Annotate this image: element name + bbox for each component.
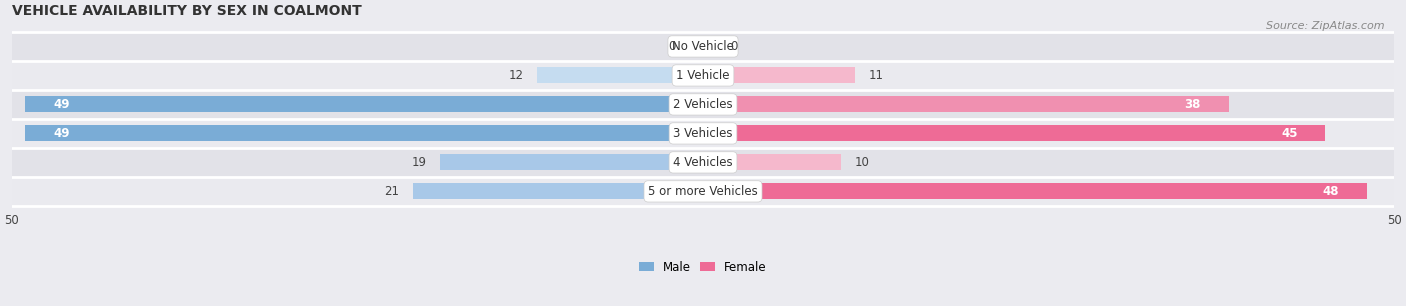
Bar xyxy=(11,148,1395,177)
Bar xyxy=(537,67,703,84)
Text: 1 Vehicle: 1 Vehicle xyxy=(676,69,730,82)
Text: 0: 0 xyxy=(668,40,675,53)
Text: VEHICLE AVAILABILITY BY SEX IN COALMONT: VEHICLE AVAILABILITY BY SEX IN COALMONT xyxy=(11,4,361,18)
Bar xyxy=(25,125,703,141)
Bar xyxy=(11,61,1395,90)
Bar xyxy=(11,119,1395,148)
Bar xyxy=(703,155,841,170)
Bar xyxy=(11,32,1395,61)
Bar xyxy=(703,96,1229,112)
Text: 48: 48 xyxy=(1323,185,1339,198)
Text: 10: 10 xyxy=(855,156,870,169)
Text: 0: 0 xyxy=(731,40,738,53)
Bar xyxy=(703,125,1326,141)
Bar xyxy=(703,183,1367,199)
Text: No Vehicle: No Vehicle xyxy=(672,40,734,53)
Text: 12: 12 xyxy=(508,69,523,82)
Text: 19: 19 xyxy=(412,156,426,169)
Text: 5 or more Vehicles: 5 or more Vehicles xyxy=(648,185,758,198)
Bar xyxy=(440,155,703,170)
Text: 11: 11 xyxy=(869,69,884,82)
Bar xyxy=(25,96,703,112)
Text: 45: 45 xyxy=(1281,127,1298,140)
Text: 21: 21 xyxy=(384,185,399,198)
Text: 38: 38 xyxy=(1184,98,1201,111)
Bar xyxy=(11,177,1395,206)
Legend: Male, Female: Male, Female xyxy=(634,256,772,278)
Text: Source: ZipAtlas.com: Source: ZipAtlas.com xyxy=(1267,21,1385,32)
Text: 4 Vehicles: 4 Vehicles xyxy=(673,156,733,169)
Bar xyxy=(703,67,855,84)
Text: 49: 49 xyxy=(53,98,69,111)
Text: 49: 49 xyxy=(53,127,69,140)
Bar xyxy=(11,90,1395,119)
Bar xyxy=(412,183,703,199)
Text: 2 Vehicles: 2 Vehicles xyxy=(673,98,733,111)
Text: 3 Vehicles: 3 Vehicles xyxy=(673,127,733,140)
